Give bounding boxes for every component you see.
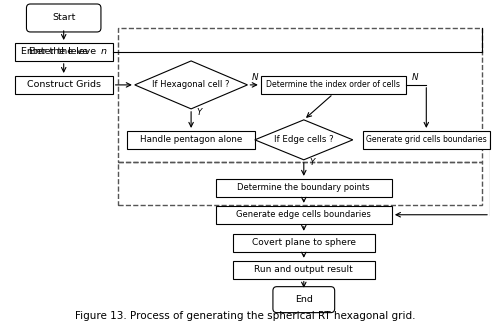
FancyBboxPatch shape xyxy=(362,131,490,149)
Text: Run and output result: Run and output result xyxy=(254,265,353,274)
FancyBboxPatch shape xyxy=(26,4,101,32)
Text: Determine the boundary points: Determine the boundary points xyxy=(238,183,370,192)
FancyBboxPatch shape xyxy=(273,287,334,313)
FancyBboxPatch shape xyxy=(14,76,112,94)
Text: Enter the leve: Enter the leve xyxy=(21,47,91,56)
Text: $N$: $N$ xyxy=(410,71,419,82)
Text: $N$: $N$ xyxy=(252,71,260,82)
Text: Determine the index order of cells: Determine the index order of cells xyxy=(266,80,400,90)
FancyBboxPatch shape xyxy=(216,206,392,224)
Text: If Edge cells ?: If Edge cells ? xyxy=(274,135,334,144)
Text: Enter the leve: Enter the leve xyxy=(28,47,99,56)
Bar xyxy=(118,162,482,205)
Text: Generate grid cells boundaries: Generate grid cells boundaries xyxy=(366,135,486,144)
FancyBboxPatch shape xyxy=(216,179,392,197)
Text: If Hexagonal cell ?: If Hexagonal cell ? xyxy=(152,80,230,90)
Text: $Y$: $Y$ xyxy=(196,106,204,117)
Bar xyxy=(118,28,482,162)
Text: Figure 13. Process of generating the spherical RT hexagonal grid.: Figure 13. Process of generating the sph… xyxy=(75,311,415,321)
FancyBboxPatch shape xyxy=(14,43,112,61)
Polygon shape xyxy=(255,120,353,160)
Text: Start: Start xyxy=(52,14,76,23)
FancyBboxPatch shape xyxy=(233,261,375,279)
Text: Handle pentagon alone: Handle pentagon alone xyxy=(140,135,242,144)
FancyBboxPatch shape xyxy=(260,76,406,94)
Text: Construct Grids: Construct Grids xyxy=(26,80,101,90)
Text: Covert plane to sphere: Covert plane to sphere xyxy=(252,238,356,247)
Text: End: End xyxy=(295,295,312,304)
FancyBboxPatch shape xyxy=(233,234,375,252)
Polygon shape xyxy=(135,61,248,109)
Text: Generate edge cells boundaries: Generate edge cells boundaries xyxy=(236,210,371,219)
FancyBboxPatch shape xyxy=(128,131,255,149)
Text: $n$: $n$ xyxy=(100,47,108,56)
Text: $Y$: $Y$ xyxy=(308,156,316,167)
